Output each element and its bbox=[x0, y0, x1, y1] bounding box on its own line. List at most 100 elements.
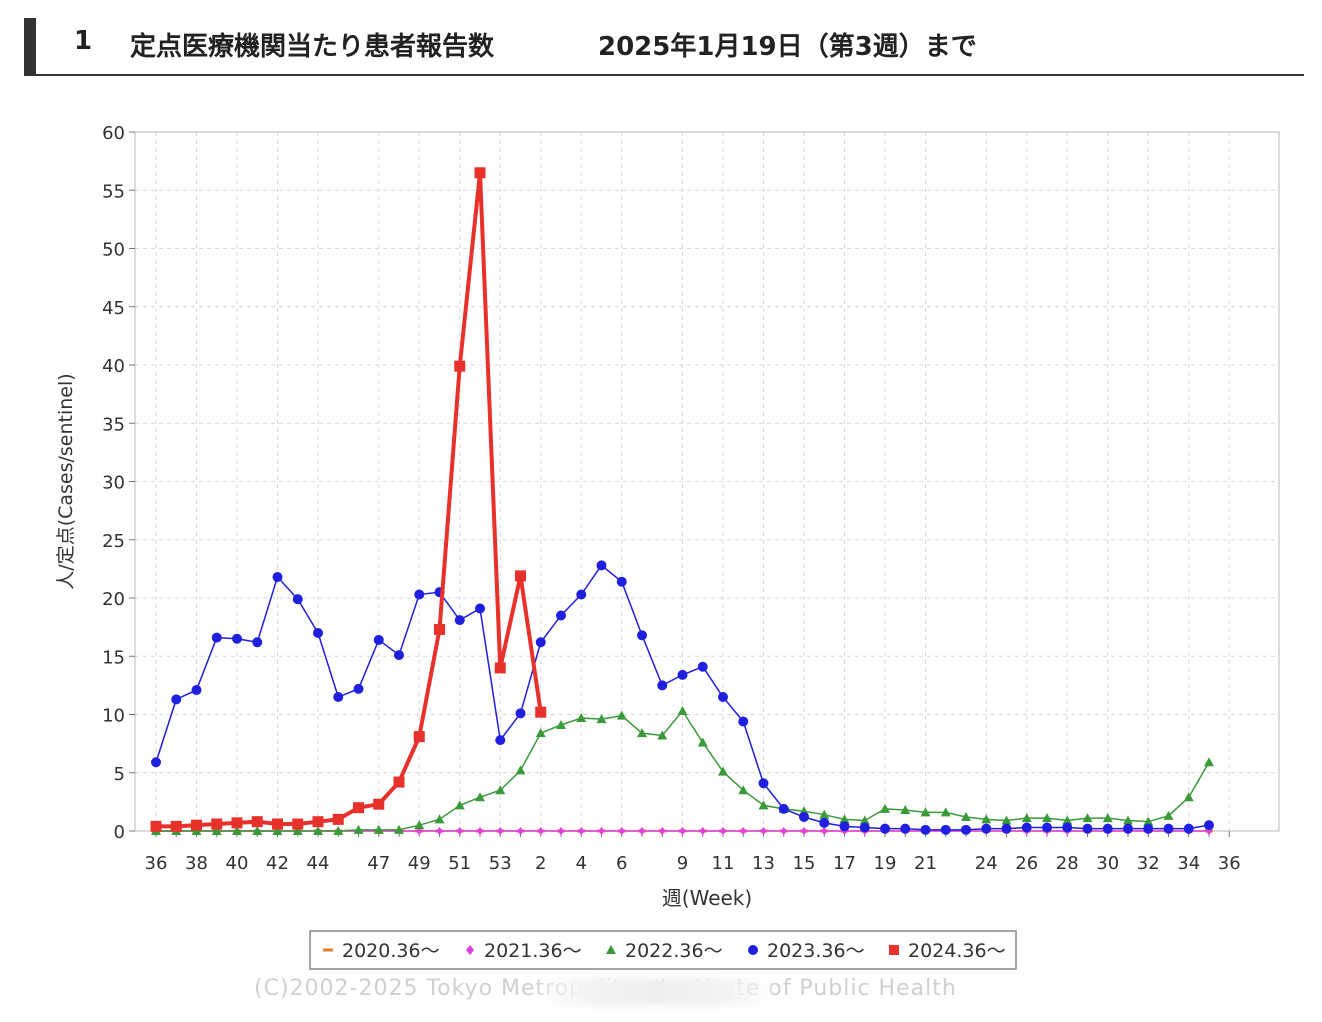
data-point bbox=[638, 827, 646, 835]
x-tick-label: 42 bbox=[266, 853, 289, 874]
y-tick-label: 60 bbox=[102, 123, 125, 144]
x-tick-label: 44 bbox=[307, 853, 330, 874]
legend-item: 2024.36～ bbox=[889, 940, 1006, 962]
data-point bbox=[434, 623, 445, 635]
data-point bbox=[578, 827, 585, 835]
data-point bbox=[598, 827, 605, 835]
data-point bbox=[819, 809, 830, 819]
data-point bbox=[880, 823, 890, 834]
data-point bbox=[1021, 813, 1032, 823]
data-point bbox=[1021, 822, 1032, 833]
data-point bbox=[495, 785, 506, 795]
y-tick-label: 55 bbox=[102, 181, 125, 202]
y-tick-label: 25 bbox=[102, 531, 125, 552]
data-point bbox=[535, 637, 546, 648]
data-point bbox=[495, 735, 506, 746]
header-accent-bar bbox=[24, 18, 36, 74]
data-point bbox=[333, 692, 344, 703]
data-point bbox=[475, 792, 485, 802]
data-point bbox=[697, 737, 708, 747]
data-point bbox=[313, 627, 323, 638]
data-point bbox=[436, 827, 443, 835]
x-tick-label: 30 bbox=[1096, 853, 1119, 874]
data-point bbox=[1102, 823, 1113, 834]
data-point bbox=[821, 827, 828, 835]
y-tick-label: 0 bbox=[114, 822, 125, 843]
data-point bbox=[961, 812, 971, 822]
x-tick-label: 17 bbox=[833, 853, 856, 874]
data-point bbox=[1183, 823, 1194, 834]
data-point bbox=[557, 827, 565, 835]
series-2024 bbox=[150, 167, 547, 832]
data-point bbox=[535, 728, 546, 738]
data-point bbox=[252, 637, 263, 648]
data-point bbox=[332, 813, 344, 825]
x-tick-label: 4 bbox=[576, 853, 587, 874]
data-point bbox=[859, 822, 870, 833]
data-point bbox=[1163, 823, 1174, 834]
data-point bbox=[211, 826, 222, 835]
data-point bbox=[323, 948, 333, 952]
data-point bbox=[940, 807, 951, 817]
data-point bbox=[393, 776, 405, 788]
x-tick-label: 6 bbox=[616, 853, 627, 874]
legend-label: 2024.36～ bbox=[908, 940, 1006, 962]
chart-series bbox=[150, 167, 1214, 835]
data-point bbox=[1001, 823, 1012, 834]
chart-legend: 2020.36～ 2021.36～ 2022.36～ 2023.36～ 2024.36～ bbox=[309, 930, 1017, 970]
section-title: 定点医療機関当たり患者報告数 bbox=[130, 32, 495, 62]
data-point bbox=[537, 827, 544, 835]
x-tick-label: 19 bbox=[874, 853, 897, 874]
data-point bbox=[313, 826, 323, 835]
data-point bbox=[150, 820, 162, 832]
data-point bbox=[758, 800, 769, 810]
x-tick-label: 36 bbox=[145, 853, 168, 874]
report-date: 2025年1月19日（第3週）まで bbox=[598, 32, 977, 62]
data-point bbox=[699, 827, 706, 835]
section-header: 1 定点医療機関当たり患者報告数 2025年1月19日（第3週）まで bbox=[24, 18, 1304, 76]
y-axis-label: 人/定点(Cases/sentinel) bbox=[55, 373, 77, 589]
data-point bbox=[800, 827, 808, 835]
data-point bbox=[353, 802, 364, 814]
y-tick-label: 15 bbox=[102, 647, 125, 668]
legend-item: 2023.36～ bbox=[748, 940, 865, 962]
data-point bbox=[454, 800, 465, 810]
data-point bbox=[740, 827, 747, 835]
data-point bbox=[920, 824, 931, 835]
x-tick-label: 53 bbox=[489, 853, 512, 874]
data-point bbox=[1183, 792, 1194, 802]
data-point bbox=[272, 572, 283, 583]
data-point bbox=[454, 360, 466, 372]
data-point bbox=[679, 827, 686, 835]
data-point bbox=[819, 817, 830, 828]
data-point bbox=[719, 827, 727, 835]
data-point bbox=[515, 765, 526, 775]
x-tick-label: 13 bbox=[752, 853, 775, 874]
data-point bbox=[1042, 813, 1052, 823]
data-point bbox=[171, 694, 182, 705]
y-tick-label: 30 bbox=[102, 473, 125, 494]
data-point bbox=[780, 827, 787, 835]
data-point bbox=[333, 826, 344, 835]
data-point bbox=[475, 603, 485, 614]
data-point bbox=[413, 731, 425, 743]
data-point bbox=[292, 594, 303, 605]
data-point bbox=[1123, 815, 1133, 825]
data-point bbox=[900, 823, 911, 834]
data-point bbox=[738, 716, 749, 727]
data-point bbox=[312, 816, 324, 828]
data-point bbox=[981, 814, 992, 824]
data-point bbox=[373, 824, 384, 834]
x-tick-label: 26 bbox=[1015, 853, 1038, 874]
data-point bbox=[981, 823, 992, 834]
y-tick-label: 10 bbox=[102, 706, 125, 727]
data-point bbox=[677, 706, 688, 716]
data-point bbox=[272, 826, 283, 835]
data-point bbox=[454, 615, 465, 626]
data-point bbox=[718, 766, 728, 776]
data-point bbox=[456, 827, 463, 835]
data-point bbox=[434, 814, 445, 824]
data-point bbox=[1163, 810, 1174, 820]
data-point bbox=[292, 826, 303, 835]
